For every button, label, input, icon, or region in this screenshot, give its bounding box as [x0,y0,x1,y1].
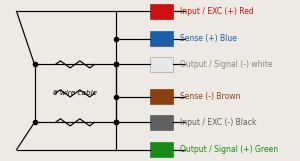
Text: Output / Signal (+) Green: Output / Signal (+) Green [180,145,278,154]
Text: Sense (-) Brown: Sense (-) Brown [180,92,240,101]
FancyBboxPatch shape [150,4,172,19]
Text: Input / EXC (+) Red: Input / EXC (+) Red [180,7,254,16]
Text: Output / Signal (-) white: Output / Signal (-) white [180,60,272,69]
Text: Input / EXC (-) Black: Input / EXC (-) Black [180,118,256,127]
FancyBboxPatch shape [150,57,172,72]
FancyBboxPatch shape [150,115,172,130]
FancyBboxPatch shape [150,31,172,46]
FancyBboxPatch shape [150,142,172,157]
Text: 6 wire cable: 6 wire cable [53,90,97,96]
Text: Sense (+) Blue: Sense (+) Blue [180,34,237,43]
FancyBboxPatch shape [150,89,172,104]
